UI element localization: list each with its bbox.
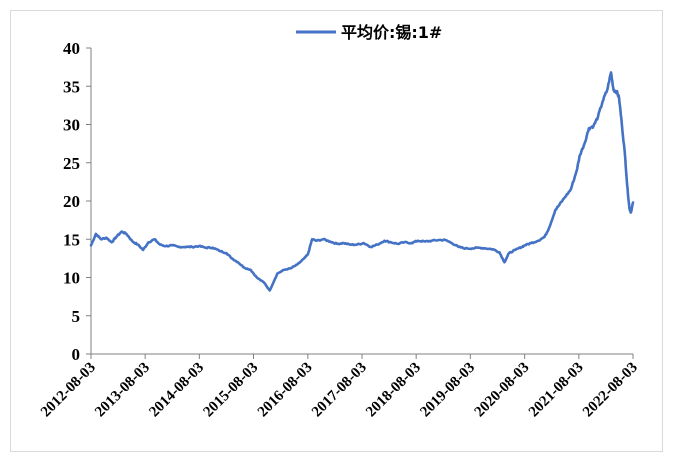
x-tick-label: 2022-08-03 [580,360,641,421]
legend: 平均价:锡:1# [296,23,442,42]
chart-frame [10,10,663,452]
y-tick-label: 25 [63,154,80,173]
x-tick-label: 2014-08-03 [146,360,207,421]
x-tick-label: 2021-08-03 [526,360,587,421]
x-axis: 2012-08-032013-08-032014-08-032015-08-03… [38,353,641,421]
x-tick-label: 2018-08-03 [363,360,424,421]
y-tick-label: 20 [63,192,80,211]
x-tick-label: 2012-08-03 [38,360,99,421]
x-tick-label: 2017-08-03 [309,360,370,421]
x-tick-label: 2019-08-03 [417,360,478,421]
series-line-tin-price [89,71,635,292]
legend-label: 平均价:锡:1# [341,23,442,42]
y-tick-label: 15 [63,230,80,249]
x-tick-label: 2013-08-03 [92,360,153,421]
x-tick-label: 2020-08-03 [472,360,533,421]
y-tick-label: 35 [63,77,80,96]
plot-area [89,71,635,292]
y-tick-label: 40 [63,39,80,58]
y-tick-label: 30 [63,116,80,135]
y-tick-label: 0 [72,345,81,364]
y-tick-label: 5 [72,307,81,326]
y-tick-label: 10 [63,269,80,288]
x-tick-label: 2016-08-03 [255,360,316,421]
x-tick-label: 2015-08-03 [201,360,262,421]
y-axis: 0 5 10 15 20 25 30 35 40 [63,39,92,364]
